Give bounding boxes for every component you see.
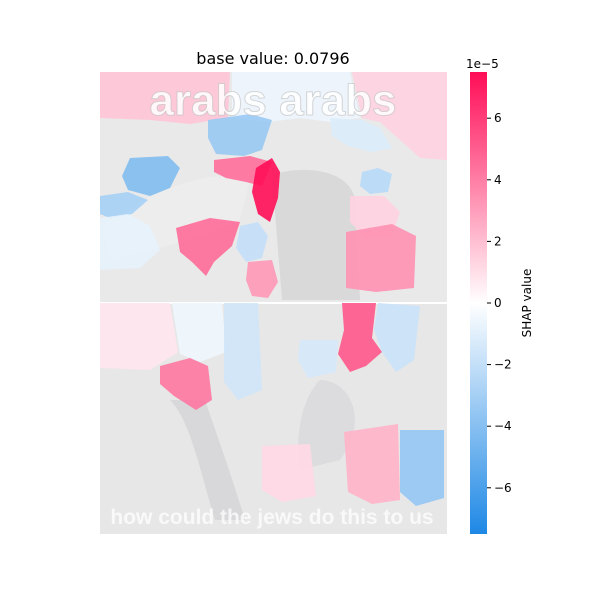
segment-bottom-bg-left [100, 303, 178, 370]
colorbar-tick-label: 4 [494, 173, 502, 187]
colorbar-tick-label: 2 [494, 234, 502, 248]
body-shape [298, 380, 355, 470]
colorbar: 6 4 2 0 −2 −4 −6 1e−5 SHAP value [466, 57, 534, 534]
segment-left-blue-upper [100, 192, 148, 218]
segment-pink-small [246, 260, 278, 298]
colorbar-tick-label: 0 [494, 296, 502, 310]
image-panel: arabs arabs how could the jews do this t… [100, 72, 447, 534]
segment-bottom-blue-right [374, 303, 420, 372]
segment-right-blue-small [360, 168, 392, 194]
segment-left-wing [100, 214, 160, 270]
colorbar-label: SHAP value [520, 269, 534, 338]
segment-bottom-blue-mid [298, 340, 338, 378]
segment-bottom-blue-strong [400, 430, 444, 506]
segment-bottom-pink-low [262, 444, 316, 502]
colorbar-tick-label: 6 [494, 111, 502, 125]
top-caption: arabs arabs [149, 76, 396, 125]
segment-bottom-pink-right [344, 424, 400, 504]
segment-right-pink-big [346, 224, 416, 292]
segment-bottom-blue-tall [224, 303, 262, 400]
segment-blue-small-lower [236, 222, 268, 262]
legs-shape [170, 400, 245, 520]
colorbar-tick-label: −4 [494, 419, 512, 433]
segment-red-strong [252, 158, 280, 222]
segment-top-right-arabs [232, 72, 360, 122]
segment-top-blue-right [330, 118, 392, 152]
segment-top-bg-right-edge [352, 72, 447, 160]
shap-segments [100, 72, 447, 506]
colorbar-tick-label: −6 [494, 481, 512, 495]
segment-bottom-pink-left [160, 358, 212, 410]
segment-pink-mid-left [176, 218, 240, 276]
bottom-caption: how could the jews do this to us [110, 506, 433, 529]
segment-bottom-red [338, 303, 382, 372]
segment-left-hair [122, 156, 180, 196]
colorbar-tick-label: −2 [494, 358, 512, 372]
colorbar-ticks: 6 4 2 0 −2 −4 −6 [487, 111, 512, 495]
segment-top-left-arabs [100, 72, 230, 124]
colorbar-exponent: 1e−5 [466, 57, 499, 71]
torso-shape [272, 169, 360, 300]
chart-title: base value: 0.0796 [196, 49, 349, 68]
segment-top-blue-mid [208, 114, 272, 156]
segment-bottom-bg-mid [172, 303, 226, 362]
colorbar-gradient [470, 72, 487, 534]
